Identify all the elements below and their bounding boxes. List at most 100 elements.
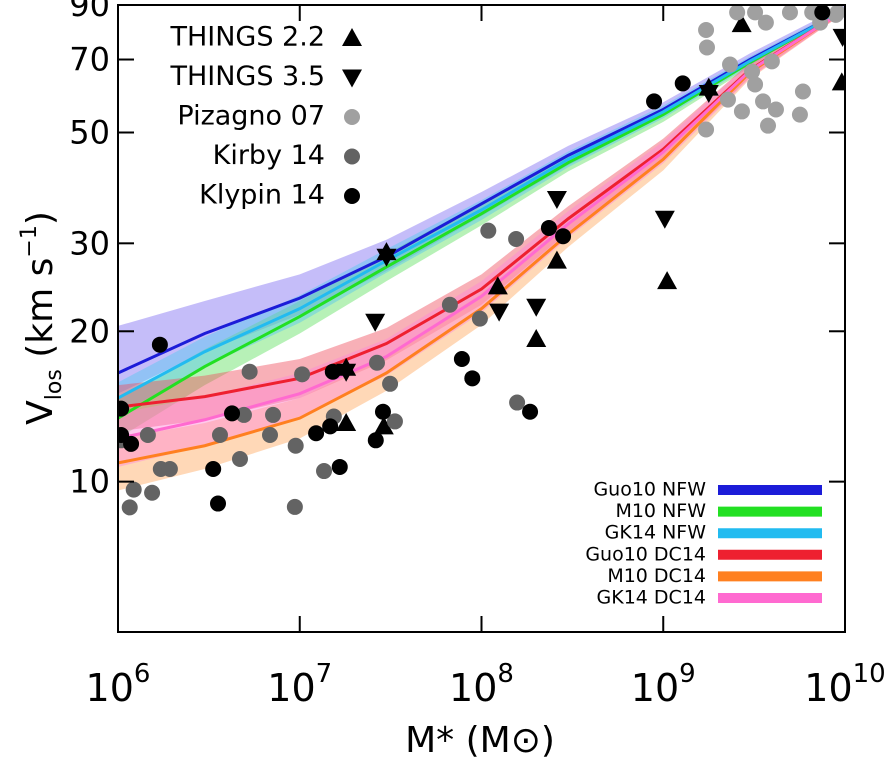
point	[522, 403, 539, 420]
point	[760, 117, 777, 134]
legend-marker	[342, 69, 362, 88]
point	[123, 435, 140, 452]
y-tick-label: 30	[69, 224, 110, 262]
point	[489, 303, 510, 322]
point	[367, 432, 384, 449]
point	[374, 403, 391, 420]
model-band	[118, 7, 845, 467]
y-label-part: los	[42, 369, 67, 400]
x-tick-base: 10	[631, 666, 679, 710]
point	[368, 354, 385, 371]
point	[241, 363, 258, 380]
legend-label: THINGS 2.2	[169, 22, 325, 53]
point	[365, 313, 386, 332]
y-label-part: V	[20, 400, 61, 425]
point	[487, 276, 508, 295]
point	[121, 499, 138, 516]
point	[480, 222, 497, 239]
point	[205, 460, 222, 477]
point	[308, 425, 325, 442]
plot-frame	[117, 4, 846, 633]
x-tick-label: 109	[631, 659, 696, 710]
point	[286, 498, 303, 515]
legend-label: M10 NFW	[615, 500, 706, 522]
point	[731, 14, 752, 33]
point	[657, 271, 678, 290]
point	[125, 481, 142, 498]
point	[555, 228, 572, 245]
x-tick-label: 108	[449, 659, 514, 710]
y-tick-label: 50	[69, 114, 110, 152]
y-tick-label: 20	[69, 312, 110, 350]
legend-label: Klypin 14	[199, 180, 325, 211]
point	[698, 22, 715, 39]
y-tick-label: 70	[69, 41, 110, 79]
x-tick-label: 107	[267, 659, 332, 710]
point	[464, 370, 481, 387]
point	[265, 406, 282, 423]
point	[698, 84, 719, 103]
point	[546, 191, 567, 210]
point	[831, 72, 845, 91]
legend-label: GK14 NFW	[605, 522, 707, 544]
legend: THINGS 2.2 THINGS 3.5 Pizagno 07 Kirby 14 Kl…	[169, 22, 822, 609]
point	[151, 336, 168, 353]
x-tick-exponent: 10	[853, 659, 886, 689]
point	[755, 93, 772, 110]
legend-label: M10 DC14	[607, 565, 706, 587]
x-tick-exponent: 7	[316, 659, 333, 689]
point	[763, 53, 780, 70]
y-tick-label: 90	[69, 0, 110, 24]
point	[791, 106, 808, 123]
point	[719, 91, 736, 108]
x-tick-exponent: 6	[134, 659, 151, 689]
x-tick-exponent: 8	[497, 659, 514, 689]
y-label-part: (km s	[20, 258, 61, 370]
point	[729, 5, 746, 21]
point	[294, 366, 311, 383]
point	[373, 416, 394, 435]
x-tick-label: 1010	[804, 659, 885, 710]
point	[224, 405, 241, 422]
data-points	[118, 5, 845, 516]
point	[540, 219, 557, 236]
point	[747, 5, 764, 21]
x-tick-label: 106	[86, 659, 151, 710]
x-axis-label: M* (M⊙)	[405, 720, 555, 761]
legend-label: Pizagno 07	[177, 101, 325, 132]
point	[211, 426, 228, 443]
x-tick-base: 10	[267, 666, 315, 710]
point	[509, 394, 526, 411]
point	[646, 93, 663, 110]
point	[654, 210, 675, 229]
point	[386, 413, 403, 430]
model-line	[118, 8, 845, 375]
point	[262, 426, 279, 443]
point	[210, 495, 227, 512]
point	[526, 329, 547, 348]
point	[827, 6, 844, 23]
point	[324, 363, 341, 380]
point	[546, 250, 567, 269]
legend-marker	[344, 188, 360, 204]
point	[674, 75, 691, 92]
legend-label: GK14 DC14	[597, 587, 706, 609]
point	[471, 310, 488, 327]
point	[331, 458, 348, 475]
legend-label: Guo10 DC14	[585, 543, 706, 565]
point	[118, 400, 130, 417]
point	[744, 63, 761, 80]
point	[832, 28, 845, 47]
point	[794, 83, 811, 100]
point	[336, 413, 357, 432]
point	[322, 418, 339, 435]
point	[144, 484, 161, 501]
point	[235, 406, 252, 423]
point	[231, 450, 248, 467]
legend-label: THINGS 3.5	[169, 61, 325, 92]
model-line	[118, 8, 845, 400]
legend-label: Guo10 NFW	[593, 479, 706, 501]
point	[722, 56, 739, 73]
